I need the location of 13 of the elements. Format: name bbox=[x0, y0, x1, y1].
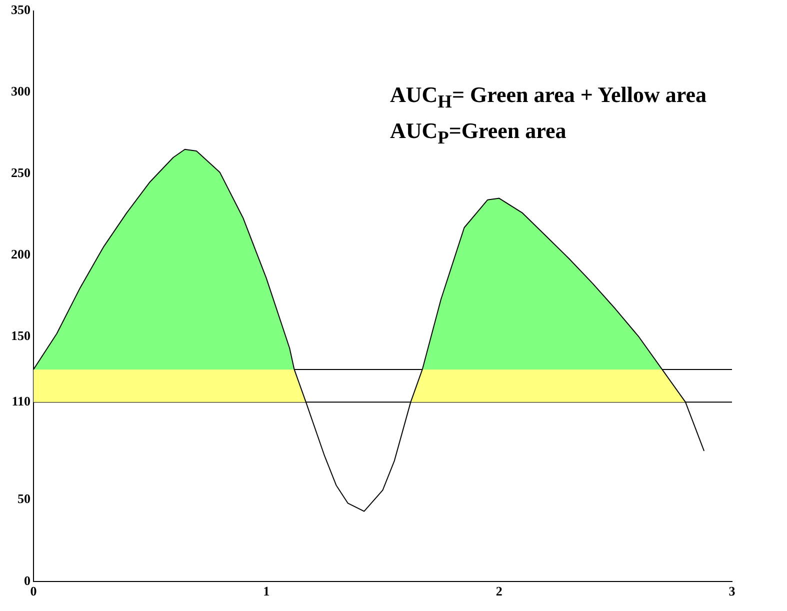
y-tick-label: 50 bbox=[18, 491, 30, 506]
y-tick-label: 0 bbox=[24, 572, 30, 588]
x-tick-label: 1 bbox=[263, 584, 270, 599]
y-tick-label: 200 bbox=[11, 246, 30, 262]
x-tick-label: 2 bbox=[496, 584, 502, 599]
y-tick-label: 300 bbox=[11, 84, 30, 99]
annotation: AUC$_{H}$= Green area + Yellow area bbox=[390, 81, 707, 114]
y-tick-label: 350 bbox=[11, 2, 30, 18]
y-tick-label: 150 bbox=[11, 328, 30, 344]
y-tick-label: 110 bbox=[12, 393, 30, 408]
x-tick-label: 3 bbox=[728, 584, 736, 599]
annotation: AUC$_{P}$=Green area bbox=[390, 117, 568, 150]
y-tick-label: 250 bbox=[11, 165, 30, 180]
